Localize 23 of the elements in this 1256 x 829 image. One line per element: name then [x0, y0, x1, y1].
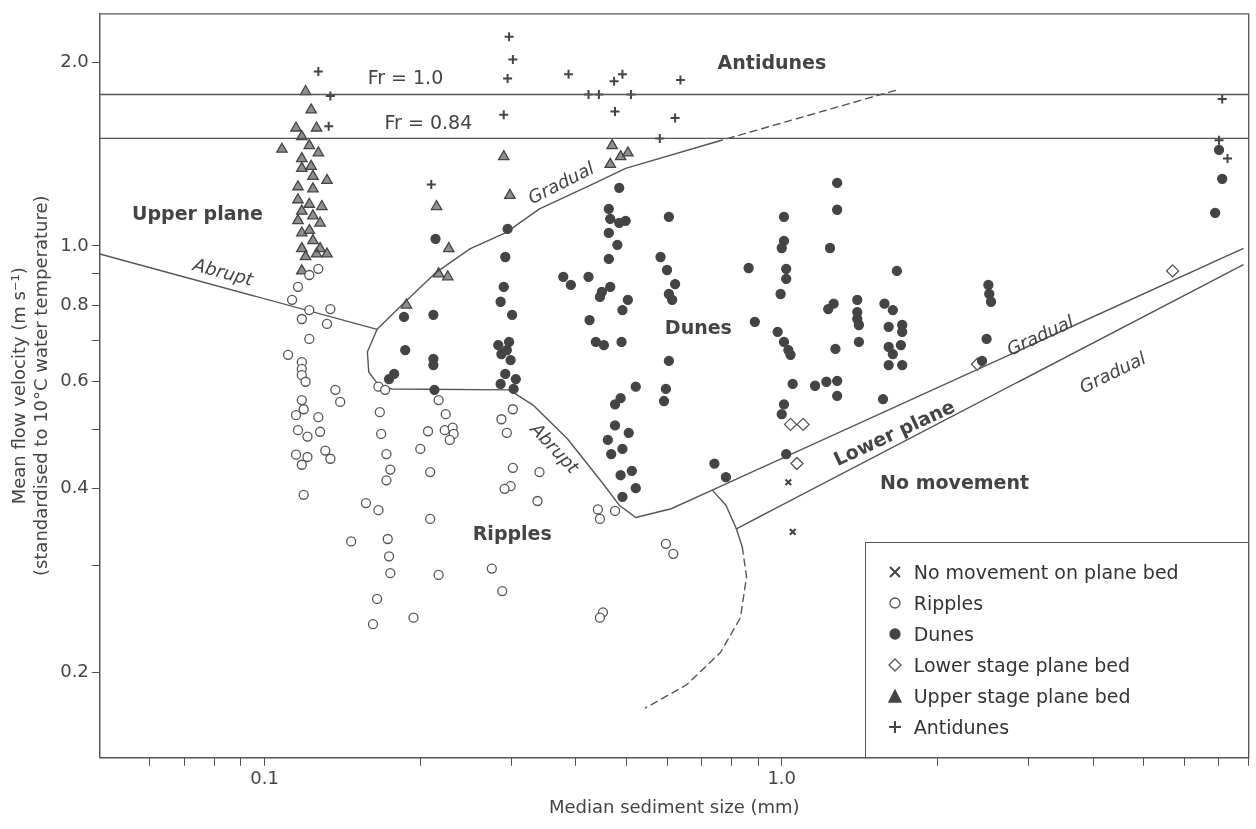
annotation: Antidunes	[717, 50, 827, 73]
y-tick-label: 1.0	[60, 233, 89, 255]
y-tick-label: 0.2	[60, 660, 89, 682]
x-axis-title: Median sediment size (mm)	[548, 795, 800, 817]
annotation: Ripples	[472, 522, 552, 545]
x-tick-label: 0.1	[250, 767, 279, 789]
annotation: Fr = 1.0	[367, 66, 444, 89]
y-tick-label: 0.4	[60, 476, 89, 498]
legend-label: No movement on plane bed	[913, 561, 1179, 584]
legend-label: Ripples	[913, 592, 984, 615]
legend-label: Dunes	[913, 623, 974, 646]
y-tick-label: 0.8	[60, 292, 89, 314]
y-tick-label: 0.6	[60, 368, 89, 390]
annotation: Upper plane	[132, 201, 263, 224]
annotation: No movement	[880, 470, 1030, 493]
legend-label: Lower stage plane bed	[913, 654, 1130, 677]
annotation: Fr = 0.84	[384, 110, 473, 133]
annotation: Abrupt	[190, 253, 257, 290]
y-axis-title: Mean flow velocity (m s⁻¹) (standardised to 10°C water temperature)	[8, 195, 52, 577]
legend-label: Antidunes	[913, 716, 1010, 739]
y-tick-label: 2.0	[60, 49, 89, 71]
legend-label: Upper stage plane bed	[913, 685, 1131, 708]
annotation: Dunes	[664, 316, 732, 339]
